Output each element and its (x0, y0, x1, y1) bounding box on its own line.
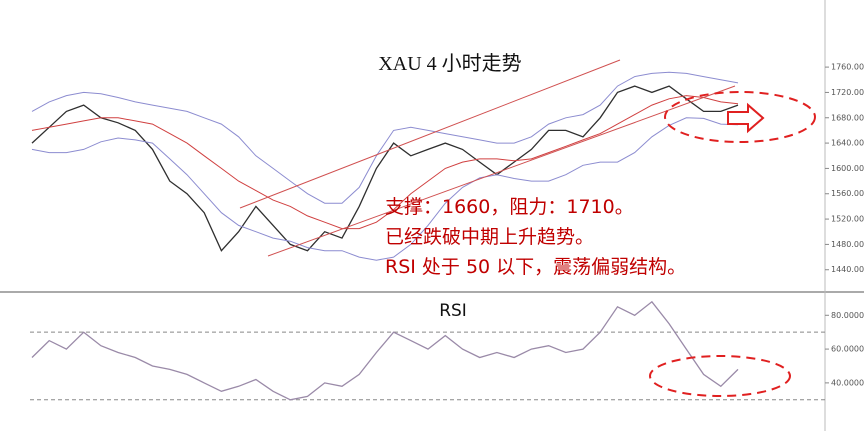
annotation: 支撑：1660，阻力：1710。 (385, 196, 634, 218)
y-tick-label: 1560.00 (831, 189, 864, 198)
annotation: 已经跌破中期上升趋势。 (385, 226, 594, 248)
trend-line (239, 59, 621, 209)
chart-title: XAU 4 小时走势 (378, 52, 521, 75)
y-tick-label: 1720.00 (831, 88, 864, 97)
band-line (31, 71, 739, 204)
y-tick-label: 60.0000 (831, 345, 864, 354)
price-line (31, 85, 739, 252)
highlight-ellipse (664, 91, 816, 143)
band-line (31, 95, 739, 230)
price-line (31, 300, 739, 401)
trend-line (267, 85, 736, 257)
panel-title: RSI (439, 301, 467, 321)
y-tick-label: 1600.00 (831, 164, 864, 173)
highlight-ellipse (649, 355, 791, 397)
y-tick-label: 80.0000 (831, 311, 864, 320)
y-tick-label: 1680.00 (831, 113, 864, 122)
y-tick-label: 1480.00 (831, 240, 864, 249)
y-tick-label: 1640.00 (831, 139, 864, 148)
y-tick-label: 1440.00 (831, 265, 864, 274)
arrow (727, 102, 765, 134)
y-tick-label: 40.0000 (831, 378, 864, 387)
annotation: RSI 处于 50 以下，震荡偏弱结构。 (385, 256, 686, 278)
y-tick-label: 1760.00 (831, 63, 864, 72)
band-line (31, 117, 739, 261)
y-tick-label: 1520.00 (831, 215, 864, 224)
